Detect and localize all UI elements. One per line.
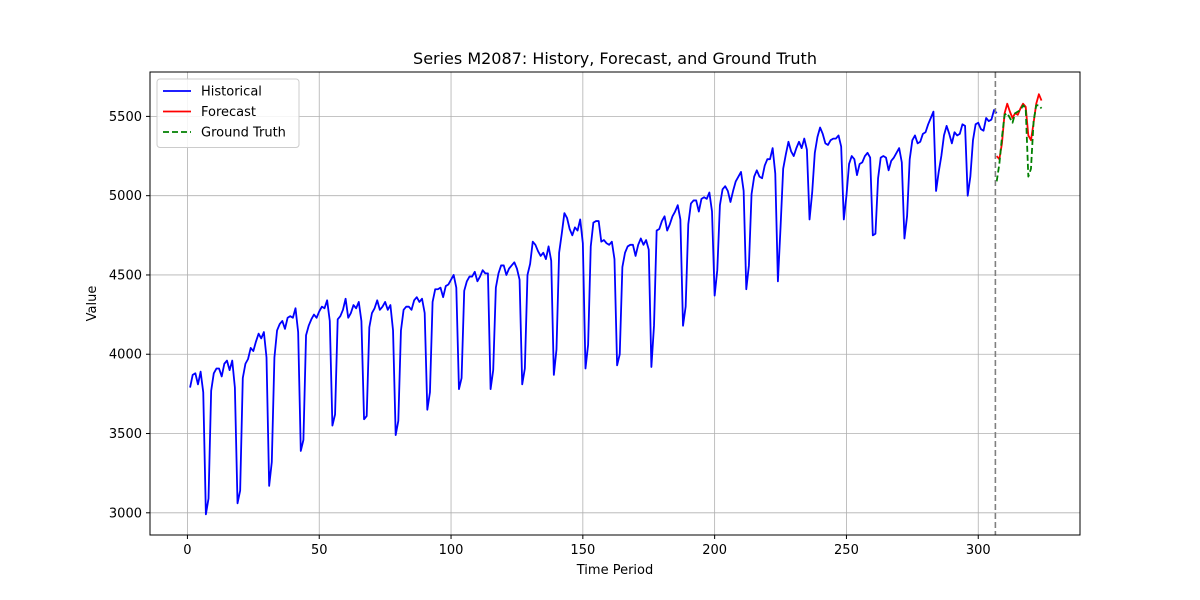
y-tick-label: 4500 bbox=[109, 268, 142, 283]
y-tick-label: 5500 bbox=[109, 110, 142, 125]
y-tick-label: 3000 bbox=[109, 506, 142, 521]
legend: Historical Forecast Ground Truth bbox=[156, 78, 300, 148]
x-tick-label: 100 bbox=[439, 543, 464, 558]
legend-label: Historical bbox=[201, 85, 262, 100]
x-tick-label: 0 bbox=[183, 543, 191, 558]
x-tick-label: 50 bbox=[311, 543, 328, 558]
axis-ticks: 0 50 100 150 200 250 300 3000 3500 4000 4500 5000 55… bbox=[109, 110, 991, 558]
chart-title: Series M2087: History, Forecast, and Gro… bbox=[413, 49, 817, 68]
x-axis-label: Time Period bbox=[576, 563, 653, 578]
y-tick-label: 5000 bbox=[109, 189, 142, 204]
y-axis-label: Value bbox=[85, 286, 100, 322]
x-tick-label: 150 bbox=[570, 543, 595, 558]
x-tick-label: 300 bbox=[966, 543, 991, 558]
y-tick-label: 4000 bbox=[109, 348, 142, 363]
plot-area bbox=[149, 71, 1081, 536]
series-layer bbox=[189, 93, 1043, 516]
x-tick-label: 200 bbox=[702, 543, 727, 558]
y-tick-label: 3500 bbox=[109, 427, 142, 442]
series-ground-truth-line bbox=[995, 104, 1043, 182]
x-tick-label: 250 bbox=[834, 543, 859, 558]
series-historical-line bbox=[189, 109, 998, 516]
legend-label: Forecast bbox=[201, 105, 256, 120]
legend-label: Ground Truth bbox=[201, 126, 286, 141]
legend-box bbox=[156, 78, 300, 148]
